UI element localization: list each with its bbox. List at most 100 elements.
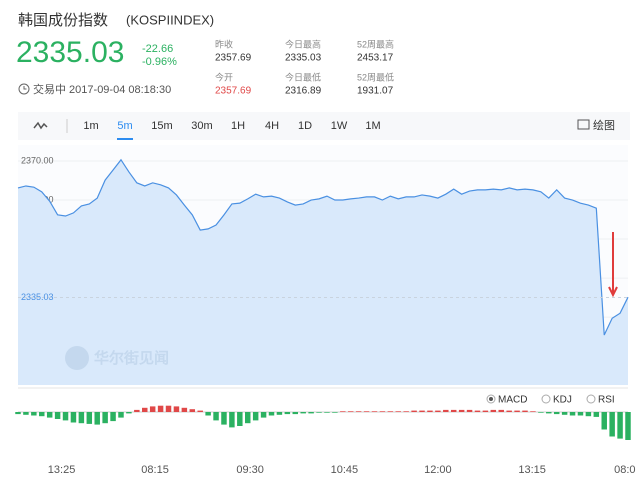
- code: (KOSPIINDEX): [126, 12, 214, 27]
- macd-bar: [617, 412, 623, 439]
- macd-bar: [197, 410, 203, 412]
- interval-button[interactable]: 5m: [117, 120, 132, 132]
- macd-bar: [213, 412, 219, 421]
- macd-bar: [292, 412, 299, 415]
- interval-button[interactable]: 30m: [191, 120, 212, 132]
- macd-bar: [118, 412, 124, 418]
- watermark: 华尔街见闻: [94, 349, 169, 367]
- interval-button[interactable]: 4H: [265, 120, 279, 132]
- macd-bar: [363, 411, 370, 412]
- macd-bar: [490, 409, 497, 412]
- interval-button[interactable]: 1D: [298, 120, 312, 132]
- radio-dot: [489, 397, 493, 401]
- macd-bar: [347, 411, 354, 412]
- macd-bar: [86, 412, 93, 424]
- macd-bar: [522, 410, 528, 412]
- macd-bar: [355, 411, 362, 412]
- annotation-arrow: [608, 232, 618, 298]
- stat-value: 1931.07: [357, 86, 394, 97]
- macd-bar: [482, 410, 489, 412]
- macd-bar: [142, 407, 148, 412]
- macd-bar: [110, 412, 116, 422]
- macd-bar: [165, 405, 172, 412]
- macd-bar: [577, 412, 584, 416]
- macd-bar: [379, 411, 386, 412]
- indicator-tab[interactable]: RSI: [598, 395, 615, 406]
- macd-bar: [316, 412, 322, 413]
- macd-bar: [609, 412, 615, 437]
- stat-label: 昨收: [215, 38, 233, 49]
- macd-bar: [46, 412, 53, 418]
- macd-bar: [371, 411, 378, 412]
- macd-bar: [466, 409, 473, 412]
- macd-bar: [625, 412, 631, 440]
- stat-label: 52周最高: [357, 38, 394, 49]
- y-tick-label: 2370.00: [21, 155, 54, 165]
- macd-bar: [593, 412, 600, 417]
- x-tick-label: 09:30: [236, 464, 264, 476]
- price-line: [17, 158, 629, 336]
- stat-value: 2316.89: [285, 86, 322, 97]
- radio[interactable]: [586, 394, 596, 404]
- chart-type-button[interactable]: [33, 121, 48, 130]
- stat-label: 今日最高: [285, 38, 321, 49]
- macd-bar: [474, 410, 481, 412]
- macd-bar: [54, 412, 61, 419]
- interval-button[interactable]: 1M: [365, 120, 380, 132]
- indicator-tab[interactable]: MACD: [498, 395, 527, 406]
- interval-button[interactable]: 15m: [151, 120, 172, 132]
- macd-bar: [78, 412, 85, 424]
- stat-label: 52周最低: [357, 71, 394, 82]
- x-tick-label: 12:00: [424, 464, 452, 476]
- interval-button[interactable]: 1W: [331, 120, 348, 132]
- macd-bar: [546, 412, 552, 414]
- toolbar: [18, 112, 630, 140]
- macd-bar: [419, 410, 425, 412]
- status: 交易中 2017-09-04 08:18:30: [33, 82, 171, 96]
- last-price-label: 2335.03: [21, 292, 54, 302]
- radio[interactable]: [541, 394, 551, 404]
- clock-icon: [18, 83, 30, 95]
- macd-bar: [300, 412, 306, 414]
- macd-bar: [332, 412, 338, 413]
- x-tick-label: 08:0: [614, 464, 635, 476]
- draw-icon[interactable]: [577, 119, 590, 130]
- interval-button[interactable]: 1m: [83, 120, 98, 132]
- macd-bar: [427, 410, 433, 412]
- macd-bar: [189, 409, 196, 412]
- macd-bar: [403, 411, 409, 412]
- macd-bar: [23, 412, 29, 415]
- macd-bar: [181, 407, 188, 412]
- macd-bar: [260, 412, 267, 418]
- stat-value: 2453.17: [357, 53, 394, 64]
- area-fill: [18, 159, 628, 385]
- macd-bar: [252, 412, 259, 421]
- macd-bar: [229, 412, 235, 428]
- macd-bar: [39, 412, 45, 417]
- macd-bar: [411, 410, 417, 412]
- x-tick-label: 10:45: [331, 464, 359, 476]
- macd-bar: [538, 412, 544, 413]
- macd-bar: [387, 411, 394, 412]
- macd-bar: [530, 411, 536, 412]
- change: -22.66: [142, 43, 173, 55]
- macd-bar: [62, 412, 69, 421]
- x-tick-label: 13:25: [48, 464, 76, 476]
- macd-bar: [308, 412, 314, 414]
- draw-button[interactable]: 绘图: [593, 118, 615, 132]
- price: 2335.03: [16, 36, 124, 69]
- macd-bar: [340, 411, 346, 412]
- interval-button[interactable]: 1H: [231, 120, 245, 132]
- x-tick-label: 13:15: [518, 464, 546, 476]
- stat-value: 2357.69: [215, 86, 252, 97]
- macd-bar: [569, 412, 576, 416]
- macd-bar: [237, 412, 243, 426]
- indicator-tab[interactable]: KDJ: [553, 395, 572, 406]
- macd-bar: [284, 412, 291, 415]
- macd-bar: [443, 409, 449, 412]
- macd-bar: [149, 406, 156, 412]
- macd-bar: [126, 412, 132, 414]
- macd-bar: [31, 412, 37, 416]
- macd-bar: [553, 412, 560, 415]
- macd-bar: [395, 411, 401, 412]
